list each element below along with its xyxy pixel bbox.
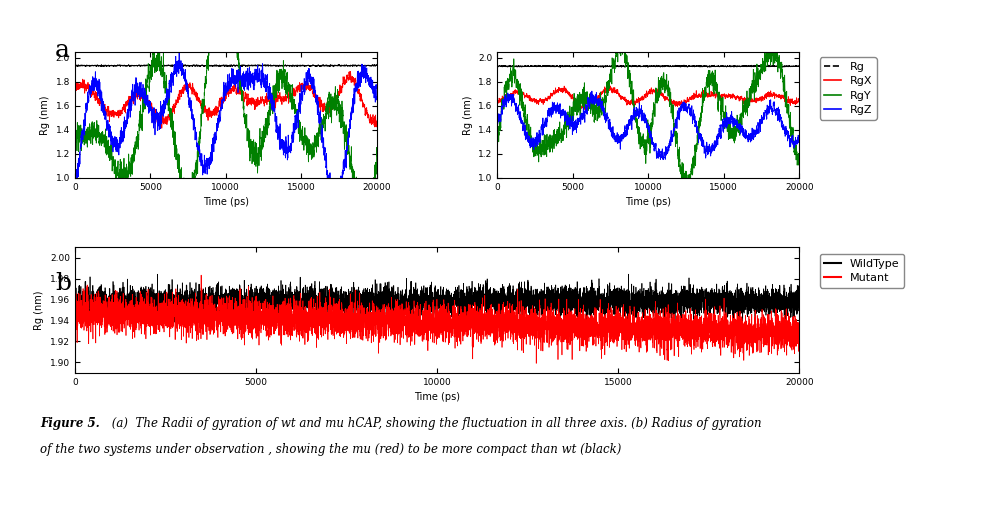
X-axis label: Time (ps): Time (ps) bbox=[625, 197, 671, 207]
Text: (a)  The Radii of gyration of wt and mu hCAP, showing the fluctuation in all thr: (a) The Radii of gyration of wt and mu h… bbox=[108, 417, 761, 430]
Y-axis label: Rg (nm): Rg (nm) bbox=[40, 95, 50, 135]
Text: a: a bbox=[55, 39, 70, 62]
Text: of the two systems under observation , showing the mu (red) to be more compact t: of the two systems under observation , s… bbox=[40, 443, 621, 456]
Legend: WildType, Mutant: WildType, Mutant bbox=[820, 254, 904, 287]
X-axis label: Time (ps): Time (ps) bbox=[203, 197, 249, 207]
Y-axis label: Rg (nm): Rg (nm) bbox=[463, 95, 473, 135]
X-axis label: Time (ps): Time (ps) bbox=[414, 392, 461, 402]
Text: b: b bbox=[55, 272, 71, 295]
Legend: Rg, RgX, RgY, RgZ: Rg, RgX, RgY, RgZ bbox=[820, 57, 877, 120]
Text: Figure 5.: Figure 5. bbox=[40, 417, 100, 430]
Y-axis label: Rg (nm): Rg (nm) bbox=[34, 290, 44, 330]
